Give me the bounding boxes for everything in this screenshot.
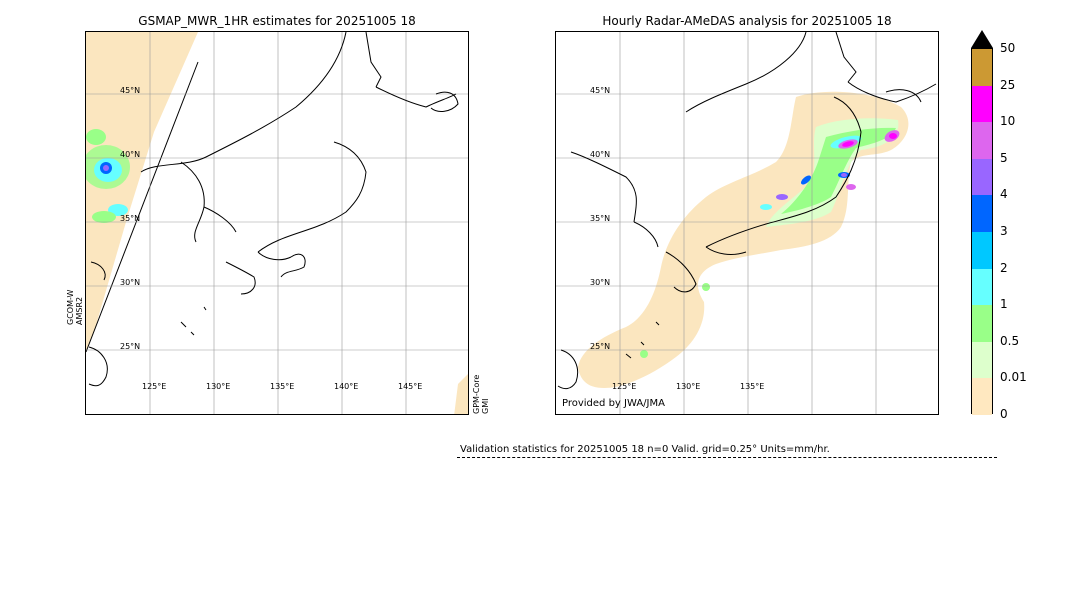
lon-label: 125°E <box>142 382 167 391</box>
lon-label: 135°E <box>740 382 765 391</box>
satellite-label-left: GCOM-W AMSR2 <box>66 289 84 325</box>
colorbar-label: 4 <box>1000 187 1008 202</box>
lon-label: 125°E <box>612 382 637 391</box>
colorbar <box>971 48 993 415</box>
validation-statistics: Validation statistics for 20251005 18 n=… <box>460 444 830 455</box>
lat-label: 35°N <box>590 214 611 223</box>
colorbar-label: 0.01 <box>1000 370 1027 385</box>
lon-label: 130°E <box>206 382 231 391</box>
lat-label: 30°N <box>120 278 141 287</box>
lon-label: 130°E <box>676 382 701 391</box>
precip-area <box>640 350 648 358</box>
left-map-panel[interactable]: 25°N 30°N 35°N 40°N 45°N 125°E 130°E 135… <box>85 31 469 415</box>
lat-label: 30°N <box>590 278 611 287</box>
colorbar-segment <box>972 305 992 342</box>
colorbar-label: 10 <box>1000 114 1016 129</box>
colorbar-label: 50 <box>1000 41 1016 55</box>
precip-area <box>776 194 788 200</box>
lat-label: 25°N <box>590 342 611 351</box>
colorbar-label: 25 <box>1000 77 1016 92</box>
precip-area <box>103 165 109 171</box>
precip-area <box>781 127 896 214</box>
left-map-canvas <box>86 32 468 414</box>
precip-area <box>801 175 811 185</box>
colorbar-over-arrow <box>971 30 993 48</box>
swath-coverage-right <box>454 374 468 414</box>
precip-area <box>842 141 854 147</box>
left-panel-title: GSMAP_MWR_1HR estimates for 20251005 18 <box>138 14 416 28</box>
swath-coverage <box>86 32 198 352</box>
colorbar-segment <box>972 49 992 86</box>
coastline <box>557 32 937 390</box>
colorbar-label: 0 <box>1000 407 1008 421</box>
coastline <box>88 32 459 387</box>
colorbar-segment <box>972 122 992 159</box>
lon-label: 140°E <box>334 382 359 391</box>
precip-area <box>846 184 856 190</box>
precip-area <box>841 173 847 177</box>
lon-label: 145°E <box>398 382 423 391</box>
colorbar-segment <box>972 195 992 232</box>
lat-label: 25°N <box>120 342 141 351</box>
colorbar-segment <box>972 378 992 415</box>
colorbar-label: 0.5 <box>1000 333 1020 348</box>
precip-area <box>702 283 710 291</box>
satellite-label-right: GPM-Core GMI <box>472 374 490 414</box>
lat-label: 45°N <box>120 86 141 95</box>
colorbar-segment <box>972 341 992 379</box>
precip-area <box>889 133 897 139</box>
colorbar-label: 1 <box>1000 297 1008 312</box>
lat-label: 45°N <box>590 86 611 95</box>
precip-area <box>92 211 116 223</box>
data-credit: Provided by JWA/JMA <box>562 398 665 409</box>
stats-divider <box>457 457 997 458</box>
colorbar-label: 2 <box>1000 260 1008 275</box>
colorbar-segment <box>972 158 992 196</box>
precip-area <box>760 204 772 210</box>
colorbar-segment <box>972 85 992 123</box>
colorbar-segment <box>972 232 992 269</box>
lat-label: 35°N <box>120 214 141 223</box>
colorbar-segment <box>972 268 992 306</box>
lon-label: 135°E <box>270 382 295 391</box>
precip-area <box>86 129 106 145</box>
colorbar-label: 3 <box>1000 224 1008 238</box>
right-map-panel[interactable]: 25°N 30°N 35°N 40°N 45°N 125°E 130°E 135… <box>555 31 939 415</box>
right-map-canvas <box>556 32 938 414</box>
precip-area <box>108 204 128 216</box>
right-panel-title: Hourly Radar-AMeDAS analysis for 2025100… <box>602 14 892 28</box>
lat-label: 40°N <box>120 150 141 159</box>
colorbar-label: 5 <box>1000 150 1008 165</box>
lat-label: 40°N <box>590 150 611 159</box>
